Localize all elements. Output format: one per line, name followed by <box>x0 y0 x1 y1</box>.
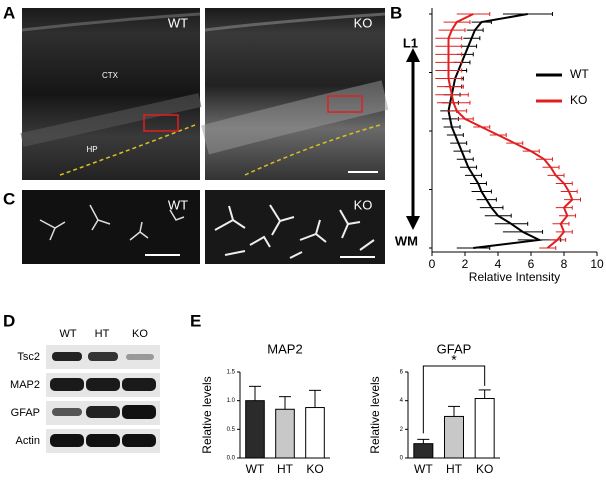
x-tick-label: WT <box>246 462 265 476</box>
depth-label: WM <box>395 233 418 248</box>
panel-label: B <box>390 3 402 22</box>
x-tick-label: KO <box>476 462 493 476</box>
y-tick-label: 2 <box>400 427 404 433</box>
lane-label: HT <box>95 328 110 340</box>
chart-title: GFAP <box>437 341 472 356</box>
protein-label: MAP2 <box>10 379 40 391</box>
y-tick-label: 1.0 <box>227 398 236 404</box>
legend-label: WT <box>570 67 589 81</box>
arrow-head <box>406 216 420 230</box>
y-tick-label: 0.0 <box>227 456 236 462</box>
bar <box>413 443 434 459</box>
micrograph: WT <box>22 190 200 264</box>
bar <box>275 408 295 459</box>
image-label: WT <box>168 15 188 30</box>
image-label: KO <box>354 15 373 30</box>
x-tick-label: 4 <box>495 257 502 271</box>
micrograph: WT CTX HP <box>20 8 202 180</box>
x-axis-label: Relative Intensity <box>469 270 560 284</box>
region-label: CTX <box>102 71 119 80</box>
micrograph: KO <box>201 8 389 180</box>
data-line <box>447 13 574 249</box>
x-tick-label: HT <box>446 462 463 476</box>
y-tick-label: 6 <box>400 370 404 376</box>
chart-title: MAP2 <box>267 341 302 356</box>
lane-label: WT <box>59 328 76 340</box>
y-axis-label: Relative levels <box>368 376 382 453</box>
x-tick-label: HT <box>277 462 294 476</box>
significance-bracket <box>422 365 486 434</box>
x-tick-label: 2 <box>462 257 469 271</box>
bar <box>245 400 265 459</box>
y-tick-label: 0 <box>400 456 404 462</box>
x-tick-label: WT <box>414 462 433 476</box>
region-label: HP <box>86 145 97 154</box>
panel-label: A <box>3 3 15 22</box>
protein-label: GFAP <box>11 407 40 419</box>
x-tick-label: 10 <box>590 257 604 271</box>
micrograph: KO <box>205 190 385 264</box>
depth-label: L1 <box>403 35 418 50</box>
significance-mark: * <box>451 352 457 368</box>
panel-label: E <box>190 311 201 330</box>
panel-label: D <box>3 311 15 330</box>
protein-label: Tsc2 <box>17 351 40 363</box>
image-label: WT <box>168 197 188 212</box>
legend-label: KO <box>570 93 587 107</box>
x-tick-label: 8 <box>561 257 568 271</box>
data-line <box>447 13 543 249</box>
western-blot: WT HT KO Tsc2 MAP2 GFAP Actin <box>10 328 160 453</box>
x-tick-label: KO <box>306 462 323 476</box>
x-tick-label: 0 <box>429 257 436 271</box>
y-tick-label: 0.5 <box>227 427 236 433</box>
bar <box>305 407 325 459</box>
arrow-head <box>406 48 420 62</box>
lane-label: KO <box>132 328 148 340</box>
y-tick-label: 1.5 <box>227 370 236 376</box>
bar <box>443 415 465 459</box>
bar <box>474 398 495 459</box>
image-label: KO <box>354 197 373 212</box>
x-tick-label: 6 <box>528 257 535 271</box>
panel-label: C <box>3 189 15 208</box>
y-tick-label: 4 <box>400 398 404 404</box>
y-axis-label: Relative levels <box>200 376 214 453</box>
protein-label: Actin <box>16 435 40 447</box>
